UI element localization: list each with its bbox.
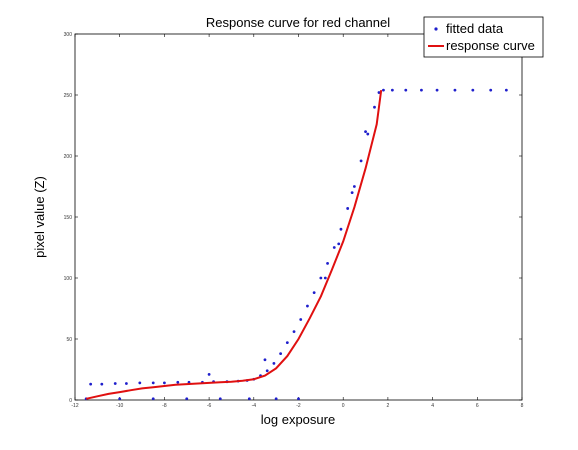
scatter-point: [100, 382, 104, 386]
scatter-point: [151, 397, 155, 401]
scatter-point: [263, 358, 267, 362]
scatter-point: [339, 227, 343, 231]
scatter-point: [176, 380, 180, 384]
y-tick-label: 150: [64, 215, 73, 221]
scatter-point: [390, 88, 394, 92]
scatter-point: [125, 382, 128, 385]
scatter-point: [489, 88, 493, 92]
scatter-point: [306, 304, 309, 308]
scatter-point: [299, 318, 303, 321]
scatter-point: [151, 381, 155, 385]
x-tick-label: -4: [252, 403, 257, 409]
legend-box: [423, 16, 544, 58]
scatter-point: [364, 130, 367, 134]
x-axis-label: log exposure: [261, 412, 335, 427]
scatter-point: [312, 291, 316, 295]
scatter-point: [323, 276, 327, 280]
chart-title: Response curve for red channel: [206, 15, 390, 30]
scatter-point: [435, 88, 439, 92]
scatter-point: [138, 381, 142, 385]
x-tick-label: 0: [342, 403, 345, 409]
scatter-point: [292, 330, 296, 334]
fitted-data-points: [84, 88, 508, 401]
x-tick-label: -8: [162, 403, 167, 409]
scatter-point: [352, 185, 356, 188]
x-tick-label: -2: [296, 403, 301, 409]
scatter-point: [247, 397, 251, 401]
x-tick-label: -6: [207, 403, 212, 409]
response-curve-series: [85, 89, 383, 400]
scatter-point: [404, 88, 408, 92]
scatter-point: [373, 105, 376, 109]
y-tick-label: 250: [64, 93, 73, 99]
scatter-point: [279, 352, 283, 356]
scatter-point: [420, 88, 423, 92]
scatter-point: [274, 397, 278, 401]
scatter-point: [285, 341, 289, 345]
scatter-point: [113, 382, 117, 385]
y-tick-label: 200: [64, 154, 73, 160]
scatter-point: [297, 397, 300, 401]
y-tick-label: 0: [69, 398, 72, 404]
scatter-point: [89, 382, 93, 386]
scatter-point: [118, 397, 122, 401]
legend: fitted data response curve: [423, 16, 544, 58]
y-tick-label: 50: [66, 337, 72, 343]
x-tick-label: 4: [431, 403, 434, 409]
axis-ticks: -12 -10 -8 -6 -4 -2 0 2 4 6 8 0 50 100 150 200 250 300: [64, 32, 524, 409]
scatter-point: [504, 88, 508, 92]
scatter-point: [218, 397, 222, 401]
scatter-point: [359, 159, 363, 163]
legend-marker-scatter: [434, 27, 438, 31]
scatter-point: [265, 369, 269, 373]
y-tick-label: 300: [64, 32, 73, 38]
legend-label-fitted-data: fitted data: [446, 21, 504, 36]
response-curve-line: [85, 89, 383, 400]
y-axis-label: pixel value (Z): [32, 176, 47, 258]
scatter-point: [337, 242, 341, 246]
scatter-point: [272, 362, 276, 365]
x-tick-label: -10: [116, 403, 123, 409]
scatter-point: [471, 88, 475, 92]
y-tick-label: 100: [64, 276, 73, 282]
x-tick-label: -12: [71, 403, 78, 409]
legend-label-response-curve: response curve: [446, 38, 535, 53]
scatter-point: [185, 397, 189, 401]
scatter-point: [453, 88, 457, 92]
scatter-point: [332, 246, 336, 249]
scatter-point: [366, 132, 370, 136]
scatter-point: [382, 88, 385, 92]
scatter-point: [346, 207, 350, 210]
scatter-point: [319, 276, 323, 280]
x-tick-label: 2: [387, 403, 390, 409]
scatter-point: [326, 261, 329, 265]
x-tick-label: 8: [521, 403, 524, 409]
scatter-point: [377, 91, 381, 94]
scatter-point: [163, 381, 166, 385]
scatter-point: [350, 191, 354, 195]
scatter-point: [207, 372, 211, 376]
x-tick-label: 6: [476, 403, 479, 409]
